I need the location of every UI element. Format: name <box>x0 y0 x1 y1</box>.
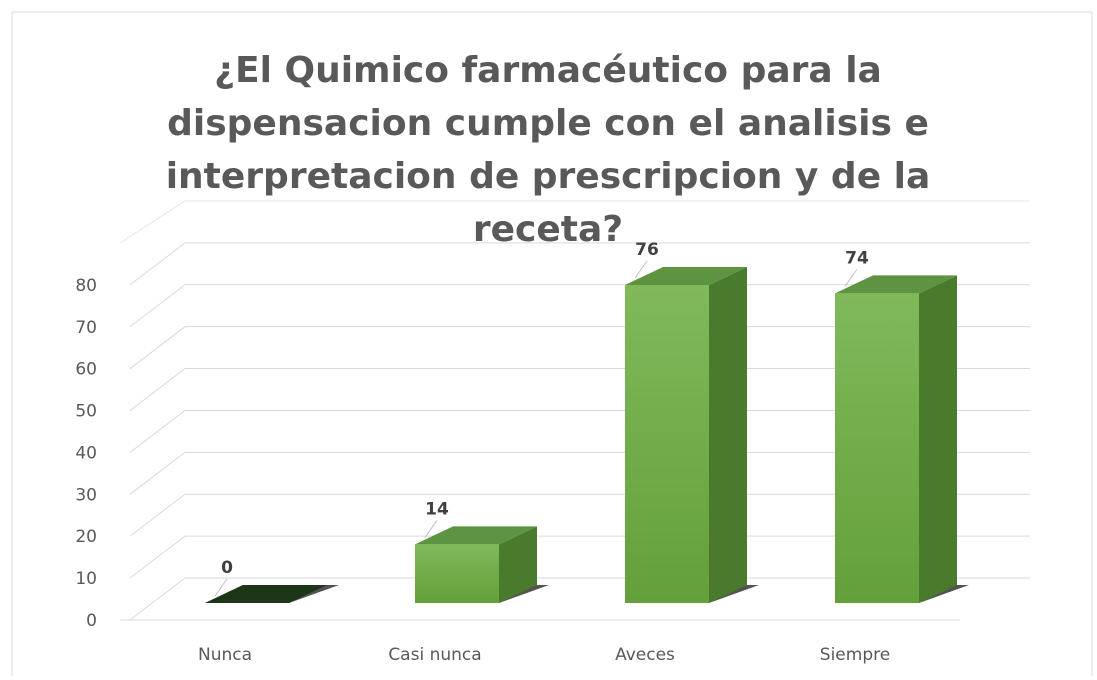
x-tick-label: Nunca <box>198 645 252 665</box>
y-tick-label: 60 <box>75 360 97 380</box>
y-tick-label: 10 <box>75 569 97 589</box>
bar-top <box>625 267 747 285</box>
y-tick-label: 20 <box>75 527 97 547</box>
bar <box>205 585 339 603</box>
grid-line <box>129 535 1030 579</box>
wall-edge <box>119 200 1030 244</box>
y-tick-label: 0 <box>86 611 97 631</box>
grid-line <box>129 284 1030 328</box>
grid-line <box>129 409 1030 453</box>
grid-line <box>129 326 1030 370</box>
bar-side <box>919 275 957 603</box>
bar <box>835 275 969 603</box>
bar-top <box>415 526 537 545</box>
leader-line <box>214 578 228 597</box>
y-tick-label: 70 <box>75 318 97 338</box>
leader-line <box>634 260 648 279</box>
leader-line <box>424 520 438 538</box>
plot-area: 0 10 20 30 40 50 60 70 80 Nunca 0 Casi nunca 14 Avece… <box>75 200 1030 665</box>
bar-side <box>499 526 537 603</box>
y-tick-label: 30 <box>75 485 97 505</box>
bar-front <box>625 285 709 603</box>
grid-line <box>129 242 1030 286</box>
grid-line <box>129 493 1030 537</box>
y-tick-label: 50 <box>75 402 97 422</box>
value-label: 76 <box>635 240 659 260</box>
y-tick-label: 40 <box>75 443 97 463</box>
value-label: 74 <box>845 248 869 268</box>
bar <box>625 267 759 603</box>
y-tick-label: 80 <box>75 276 97 296</box>
value-label: 14 <box>425 499 449 519</box>
grid-line <box>129 368 1030 411</box>
x-tick-label: Aveces <box>615 645 675 665</box>
bar-top <box>205 585 327 603</box>
x-tick-label: Siempre <box>820 645 890 665</box>
bar <box>415 526 549 603</box>
leader-line <box>844 269 858 287</box>
bar-front <box>415 544 499 603</box>
bar-top <box>835 275 957 294</box>
bar-front <box>835 293 919 603</box>
x-tick-label: Casi nunca <box>388 645 481 665</box>
grid-line <box>129 451 1030 495</box>
value-label: 0 <box>221 558 233 578</box>
grid-line <box>129 577 1030 621</box>
bar-side <box>709 267 747 603</box>
